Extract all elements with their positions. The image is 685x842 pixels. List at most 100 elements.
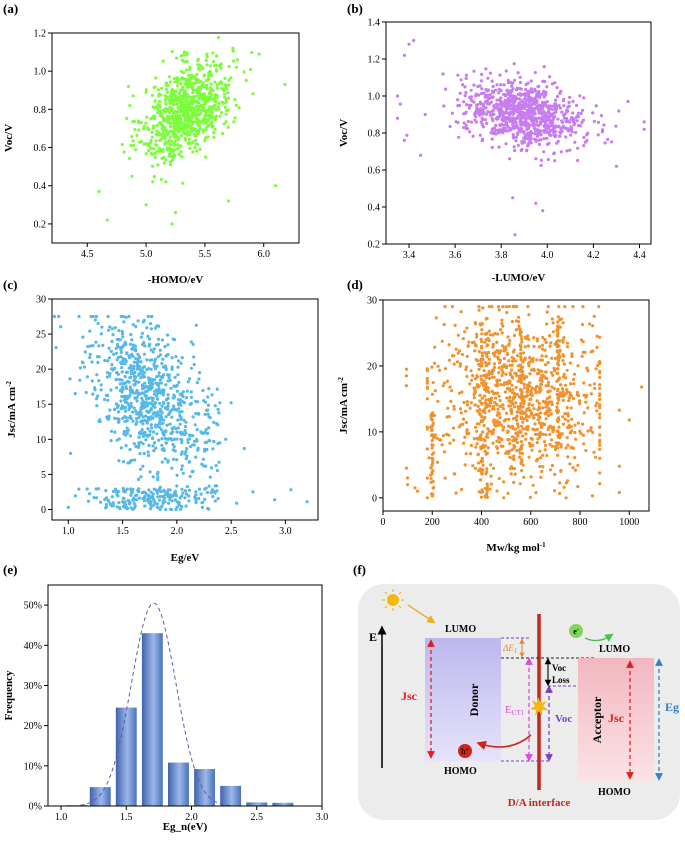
data-point bbox=[151, 350, 155, 354]
data-point bbox=[511, 350, 515, 354]
data-point bbox=[111, 333, 115, 337]
data-point bbox=[117, 410, 121, 414]
data-point bbox=[576, 484, 580, 489]
acceptor-lumo-label: LUMO bbox=[599, 644, 630, 655]
data-point bbox=[149, 348, 153, 352]
data-point bbox=[136, 352, 140, 357]
data-point bbox=[398, 102, 402, 106]
data-point bbox=[514, 415, 519, 419]
data-point bbox=[216, 36, 221, 40]
data-point bbox=[68, 377, 72, 381]
data-point bbox=[539, 376, 543, 380]
data-point bbox=[88, 356, 92, 360]
data-point bbox=[508, 442, 512, 446]
data-point bbox=[97, 379, 101, 383]
data-point bbox=[108, 325, 112, 329]
data-point bbox=[182, 53, 186, 57]
data-point bbox=[191, 91, 195, 95]
data-point bbox=[486, 110, 490, 114]
data-point bbox=[527, 364, 531, 368]
data-point bbox=[80, 360, 84, 364]
data-point bbox=[141, 366, 145, 370]
data-point bbox=[598, 403, 602, 407]
data-point bbox=[119, 446, 123, 450]
data-point bbox=[549, 371, 554, 375]
data-point bbox=[164, 83, 168, 87]
data-point bbox=[139, 376, 143, 380]
data-point bbox=[563, 412, 567, 416]
data-point bbox=[137, 121, 141, 125]
data-point bbox=[487, 397, 491, 402]
data-point bbox=[529, 389, 533, 393]
data-point bbox=[163, 142, 167, 146]
data-point bbox=[207, 74, 211, 78]
data-point bbox=[115, 358, 119, 362]
data-point bbox=[489, 396, 493, 400]
data-point bbox=[554, 107, 558, 111]
data-point bbox=[208, 475, 212, 479]
data-point bbox=[551, 126, 555, 130]
data-point bbox=[490, 145, 494, 150]
data-point bbox=[184, 107, 188, 111]
hole-label: h+ bbox=[461, 747, 469, 756]
data-point bbox=[184, 457, 188, 461]
data-point bbox=[94, 487, 98, 491]
y-tick-label: 40% bbox=[24, 641, 42, 652]
data-point bbox=[137, 443, 141, 447]
data-point bbox=[164, 367, 168, 372]
data-point bbox=[211, 104, 215, 108]
data-point bbox=[469, 369, 473, 373]
data-point bbox=[205, 108, 209, 112]
data-point bbox=[171, 118, 176, 122]
data-point bbox=[96, 487, 100, 491]
data-point bbox=[201, 457, 205, 461]
data-point bbox=[522, 475, 526, 479]
x-axis-label: Eg_n(eV) bbox=[163, 821, 208, 833]
data-point bbox=[148, 507, 153, 511]
data-point bbox=[163, 437, 168, 441]
data-point bbox=[215, 54, 219, 58]
data-point bbox=[174, 384, 178, 389]
data-point bbox=[147, 494, 151, 498]
data-point bbox=[164, 354, 168, 358]
data-point bbox=[235, 58, 240, 62]
data-point bbox=[483, 340, 487, 344]
data-point bbox=[160, 417, 164, 422]
data-point bbox=[521, 427, 525, 431]
data-point bbox=[231, 46, 235, 50]
data-point bbox=[432, 451, 436, 455]
data-point bbox=[179, 144, 183, 148]
data-point bbox=[518, 119, 523, 123]
data-point bbox=[432, 435, 436, 439]
data-point bbox=[490, 305, 494, 309]
data-point bbox=[547, 109, 551, 113]
data-point bbox=[473, 391, 477, 395]
data-point bbox=[149, 377, 153, 381]
hole-icon bbox=[458, 744, 472, 758]
data-point bbox=[211, 89, 215, 93]
data-point bbox=[528, 384, 532, 388]
data-point bbox=[509, 128, 513, 132]
histogram-bar bbox=[168, 762, 189, 806]
data-point bbox=[527, 406, 531, 410]
data-point bbox=[544, 417, 548, 421]
data-point bbox=[493, 350, 497, 354]
data-point bbox=[528, 97, 532, 102]
data-point bbox=[107, 417, 111, 421]
data-point bbox=[598, 471, 602, 475]
data-point bbox=[597, 305, 601, 309]
electron-label: e- bbox=[573, 627, 579, 636]
data-point bbox=[538, 464, 542, 469]
data-point bbox=[485, 467, 489, 471]
data-point bbox=[168, 111, 172, 115]
data-point bbox=[595, 345, 599, 349]
data-point bbox=[577, 111, 581, 115]
data-point bbox=[591, 111, 595, 115]
data-point bbox=[597, 360, 601, 364]
data-point bbox=[185, 59, 189, 64]
data-point bbox=[129, 369, 133, 373]
x-tick-label: 4.4 bbox=[633, 250, 646, 261]
data-point bbox=[534, 491, 538, 495]
data-point bbox=[543, 93, 548, 97]
data-point bbox=[536, 94, 540, 98]
